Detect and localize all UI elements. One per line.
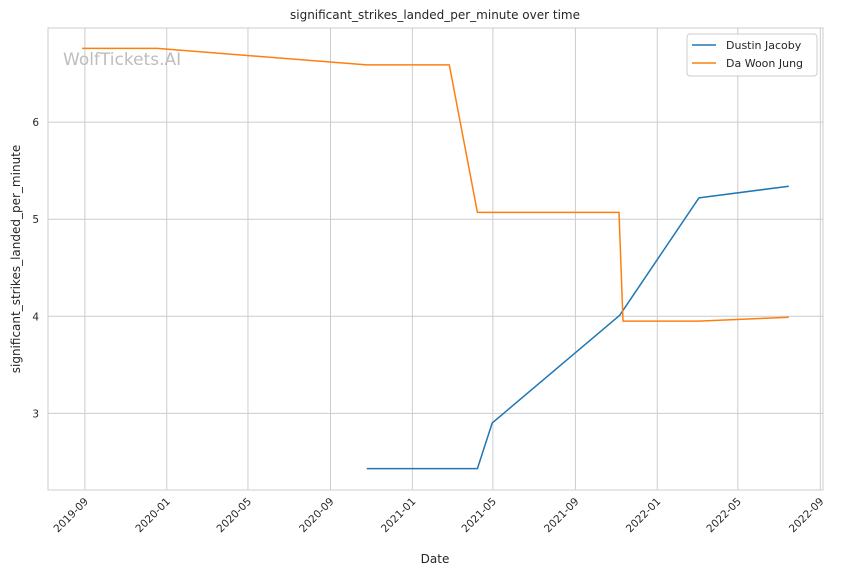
x-tick-label: 2019-09 [52, 496, 92, 536]
series-line-dustin-jacoby [366, 185, 789, 470]
x-tick-label: 2020-01 [133, 496, 173, 536]
x-tick-label: 2022-05 [704, 496, 744, 536]
legend-box [686, 33, 818, 77]
x-tick-label: 2020-09 [297, 496, 337, 536]
y-tick-label: 6 [32, 117, 39, 129]
y-tick-label: 4 [32, 311, 39, 323]
chart-title: significant_strikes_landed_per_minute ov… [290, 8, 580, 22]
x-tick-label: 2022-09 [787, 496, 827, 536]
x-tick-label: 2021-09 [542, 496, 582, 536]
tick-labels: 2019-09 2020-01 2020-05 2020-09 2021-01 2021-… [32, 117, 826, 535]
plot-frame [47, 27, 824, 491]
series-line-da-woon-jung [82, 47, 789, 322]
legend: Dustin Jacoby Da Woon Jung [686, 33, 818, 77]
x-tick-label: 2021-05 [459, 496, 499, 536]
watermark: WolfTickets.AI [63, 50, 181, 70]
grid [48, 28, 823, 490]
y-axis-label: significant_strikes_landed_per_minute [9, 145, 23, 374]
legend-label-da-woon-jung: Da Woon Jung [726, 57, 803, 70]
x-tick-label: 2021-01 [379, 496, 419, 536]
y-tick-label: 3 [32, 408, 39, 420]
y-tick-label: 5 [32, 214, 39, 226]
x-axis-label: Date [421, 552, 450, 566]
x-tick-label: 2020-05 [215, 496, 255, 536]
legend-label-dustin-jacoby: Dustin Jacoby [726, 39, 802, 52]
x-tick-label: 2022-01 [624, 496, 664, 536]
series-lines [82, 47, 789, 470]
